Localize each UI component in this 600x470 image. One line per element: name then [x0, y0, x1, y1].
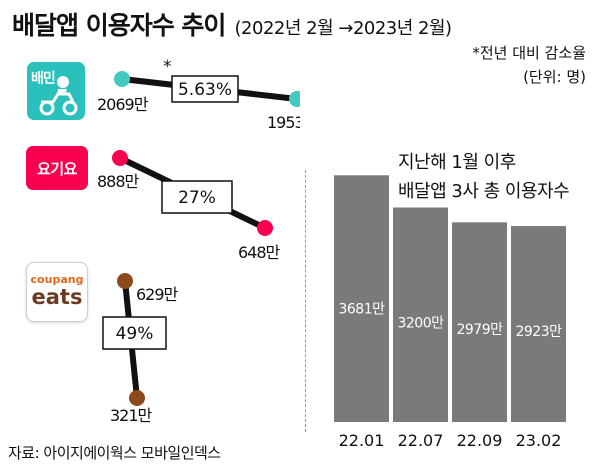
baemin-start-label: 2069만: [97, 95, 149, 114]
bar-chart-title-line2: 배달앱 3사 총 이용자수: [398, 181, 570, 202]
coupang-eats-logo: coupang eats: [26, 262, 88, 322]
baemin-end-label: 1953만: [267, 113, 300, 132]
yogiyo-end-label: 648만: [238, 243, 281, 262]
app-user-change-chart: 2069만 1953만 5.63% * 888만 648만 27% 629만 321만 49%: [97, 57, 300, 425]
scooter-rider-icon: [39, 76, 78, 116]
x-tick-label: 23.02: [516, 431, 562, 450]
baemin-start-point: [114, 71, 130, 87]
bar-value-label: 3681만: [338, 301, 385, 317]
bar: [511, 226, 566, 422]
chart-title: 배달앱 이용자수 추이: [12, 11, 226, 40]
baemin-change-marker: *: [163, 57, 172, 77]
coupang-start-label: 629만: [136, 285, 179, 304]
baemin-change-rate: 5.63%: [178, 80, 232, 100]
total-users-bar-chart: 3681만 22.01 3200만 22.07 2979만 22.09 2923만 23.02: [334, 175, 566, 450]
bar-value-label: 2923만: [515, 324, 562, 340]
bar: [334, 175, 389, 422]
bar-chart-title-line1: 지난해 1월 이후: [398, 152, 516, 173]
yogiyo-start-point: [112, 150, 128, 166]
footnote-change-rate: *전년 대비 감소율: [472, 44, 586, 62]
coupang-end-label: 321만: [110, 406, 153, 425]
coupang-end-point: [129, 390, 145, 406]
source-note: 자료: 아이지에이웍스 모바일인덱스: [8, 444, 221, 462]
coupang-change-box: [102, 316, 167, 350]
x-tick-label: 22.07: [398, 431, 444, 450]
baemin-logo-text: 배민: [31, 71, 56, 87]
baemin-change-box: [171, 75, 239, 103]
panel-divider: [305, 170, 306, 432]
yogiyo-change-box: [161, 180, 233, 214]
bar-value-label: 2979만: [456, 322, 503, 338]
baemin-logo: 배민: [27, 62, 85, 120]
bar: [452, 222, 507, 422]
x-tick-label: 22.01: [339, 431, 385, 450]
yogiyo-start-label: 888만: [97, 172, 140, 191]
baemin-end-point: [289, 91, 300, 107]
bar: [393, 207, 448, 422]
bar-chart-title: 지난해 1월 이후 배달앱 3사 총 이용자수: [398, 148, 570, 206]
chart-title-block: 배달앱 이용자수 추이 (2022년 2월 →2023년 2월): [12, 6, 452, 42]
eats-logo-text: eats: [31, 285, 83, 309]
coupang-logo-text: coupang: [30, 273, 84, 286]
chart-subtitle: (2022년 2월 →2023년 2월): [234, 18, 453, 39]
yogiyo-change-rate: 27%: [178, 188, 216, 208]
coupang-start-point: [117, 273, 133, 289]
coupang-change-rate: 49%: [116, 324, 154, 344]
yogiyo-end-point: [257, 220, 273, 236]
x-tick-label: 22.09: [457, 431, 503, 450]
yogiyo-logo: 요기요: [26, 146, 88, 190]
unit-note: (단위: 명): [523, 68, 586, 86]
bar-value-label: 3200만: [397, 316, 444, 332]
